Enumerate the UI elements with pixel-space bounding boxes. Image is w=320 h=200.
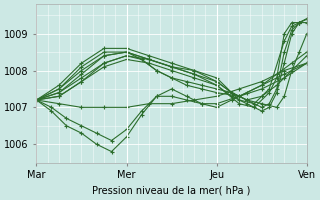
X-axis label: Pression niveau de la mer( hPa ): Pression niveau de la mer( hPa ) (92, 186, 251, 196)
